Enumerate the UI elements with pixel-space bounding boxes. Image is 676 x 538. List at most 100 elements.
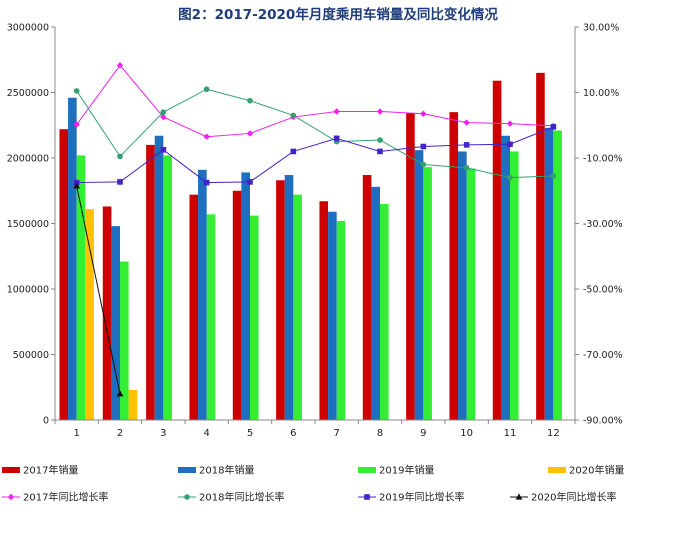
x-tick-label: 4 [203,428,209,439]
legend-marker-2020年同比增长率 [515,493,523,500]
legend-swatch-2018年销量 [178,467,196,473]
x-tick-label: 1 [73,428,79,439]
y-right-tick-label: 10.00% [583,88,619,99]
bar-2019年销量-10 [466,168,476,420]
bar-2018年销量-4 [198,169,207,420]
legend-label: 2017年销量 [23,464,78,477]
bar-2019年销量-4 [206,214,216,420]
y-left-tick-label: 500000 [13,350,49,361]
point-2018年同比增长率-1 [73,88,80,94]
bar-2019年销量-2 [120,261,129,420]
bar-2017年销量-7 [319,201,329,420]
y-right-tick-label: -50.00% [583,285,623,296]
legend-marker-2019年同比增长率 [364,494,370,500]
point-2017年同比增长率-7 [333,108,340,115]
x-tick-label: 7 [333,428,339,439]
point-2019年同比增长率-2 [117,179,123,185]
bar-2017年销量-1 [59,129,69,420]
y-left-tick-label: 3000000 [7,23,49,34]
bar-2019年销量-7 [336,220,346,420]
bar-2019年销量-1 [76,155,86,420]
x-tick-label: 11 [504,428,517,439]
bar-2018年销量-1 [68,97,77,421]
bar-2018年销量-9 [414,150,424,420]
bar-2019年销量-11 [510,151,519,420]
legend-label: 2019年同比增长率 [379,491,464,504]
y-right-tick-label: -70.00% [583,350,623,361]
bar-2018年销量-12 [544,127,554,421]
point-2019年同比增长率-9 [420,143,427,150]
chart-title: 图2：2017-2020年月度乘用车销量及同比变化情况 [178,6,498,23]
y-left-tick-label: 1000000 [7,285,49,296]
point-2019年同比增长率-5 [247,179,253,185]
bar-2017年销量-2 [102,206,112,420]
point-2017年同比增长率-11 [506,120,514,127]
y-right-tick-label: 30.00% [583,23,619,34]
bar-2018年销量-8 [371,186,380,420]
line-2018年同比增长率 [76,88,554,179]
point-2018年同比增长率-4 [203,86,210,93]
bar-2020年销量-2 [128,389,138,420]
bar-2017年销量-8 [362,175,372,420]
x-tick-label: 2 [117,428,123,439]
legend-marker-2017年同比增长率 [7,493,15,501]
bar-2018年销量-10 [458,151,467,420]
line-2017年同比增长率 [76,64,554,138]
point-2019年同比增长率-4 [203,179,210,186]
bar-2017年销量-4 [189,194,199,420]
point-2018年同比增长率-10 [463,165,470,171]
bar-2018年销量-7 [328,211,337,420]
legend-label: 2020年同比增长率 [531,491,616,504]
bar-2017年销量-5 [232,190,242,420]
point-2017年同比增长率-8 [376,108,384,115]
point-2018年同比增长率-5 [247,97,253,104]
legend-label: 2017年同比增长率 [23,491,108,504]
point-2018年同比增长率-8 [377,137,383,143]
point-2017年同比增长率-1 [73,121,80,128]
y-left-tick-label: 0 [43,416,49,427]
point-2017年同比增长率-9 [420,110,427,117]
y-right-tick-label: -10.00% [583,154,623,165]
x-tick-label: 3 [160,428,166,439]
x-tick-label: 9 [420,428,426,439]
y-left-tick-label: 2000000 [7,154,49,165]
point-2018年同比增长率-2 [117,153,123,160]
point-2019年同比增长率-12 [550,124,557,130]
bar-2018年销量-3 [154,135,164,421]
point-2020年同比增长率-1 [73,182,81,189]
legend-marker-2018年同比增长率 [184,494,190,500]
bar-2017年销量-10 [449,112,459,421]
line-2020年同比增长率 [76,185,121,394]
point-2018年同比增长率-6 [290,112,297,119]
bar-2018年销量-2 [111,226,120,420]
bar-2017年销量-6 [276,180,285,420]
point-2018年同比增长率-12 [550,173,557,179]
bar-2017年销量-11 [492,80,502,421]
legend-swatch-2020年销量 [548,467,566,473]
bar-2020年销量-1 [85,209,94,420]
point-2019年同比增长率-3 [160,147,167,153]
bar-2019年销量-6 [293,194,302,420]
point-2017年同比增长率-3 [160,113,167,121]
point-2020年同比增长率-2 [116,390,124,397]
bar-2017年销量-12 [536,72,545,420]
point-2019年同比增长率-11 [507,141,513,148]
point-2017年同比增长率-4 [203,133,210,140]
point-2018年同比增长率-11 [507,174,513,181]
point-2017年同比增长率-5 [246,130,254,137]
bar-2017年销量-3 [146,144,155,420]
legend-label: 2020年销量 [569,464,624,477]
bar-2018年销量-5 [241,172,250,420]
bar-2019年销量-5 [250,215,259,420]
bar-2019年销量-8 [380,203,389,420]
bar-2019年销量-3 [163,155,172,420]
bar-2018年销量-6 [284,175,294,420]
legend-label: 2018年销量 [199,464,254,477]
point-2018年同比增长率-9 [420,161,427,168]
point-2017年同比增长率-2 [116,62,124,69]
bar-2017年销量-9 [406,113,415,421]
x-tick-label: 10 [460,428,473,439]
y-left-tick-label: 2500000 [7,88,49,99]
